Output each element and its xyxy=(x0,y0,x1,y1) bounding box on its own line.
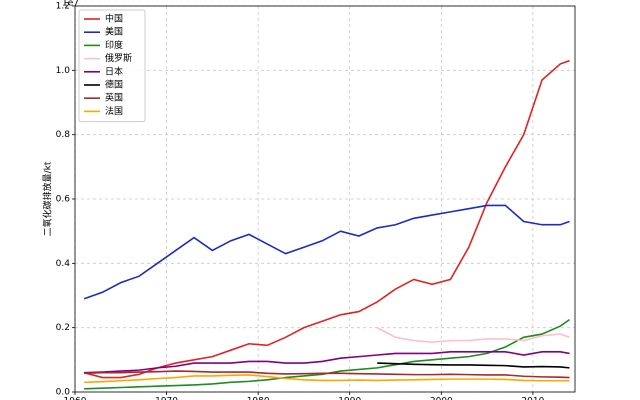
y-tick-label: 0.8 xyxy=(56,130,71,140)
series-line xyxy=(84,374,570,384)
legend-label: 英国 xyxy=(105,92,123,104)
legend-label: 法国 xyxy=(105,105,123,117)
series-line xyxy=(84,370,570,379)
y-tick-label: 0.2 xyxy=(56,323,70,333)
x-tick-label: 1990 xyxy=(338,397,361,400)
x-tick-label: 2000 xyxy=(430,397,453,400)
x-tick-label: 2010 xyxy=(521,397,544,400)
series-line xyxy=(83,204,570,300)
series-line xyxy=(83,59,570,379)
y-tick-label: 0.4 xyxy=(56,259,71,269)
x-tick-label: 1980 xyxy=(247,397,270,400)
y-tick-label: 1.2 xyxy=(56,2,70,12)
legend-label: 日本 xyxy=(105,65,123,77)
x-tick-label: 1970 xyxy=(155,397,178,400)
y-axis-label: 二氧化碳排放量/kt xyxy=(42,161,54,236)
y-tick-label: 1.0 xyxy=(56,66,71,76)
legend-label: 中国 xyxy=(105,13,123,25)
legend-label: 印度 xyxy=(105,39,123,51)
legend-box xyxy=(78,9,146,123)
legend-label: 德国 xyxy=(105,79,123,91)
series-line xyxy=(377,362,570,369)
y-tick-label: 0.0 xyxy=(56,388,71,398)
x-tick-label: 1960 xyxy=(64,397,87,400)
y-offset-text: 1e7 xyxy=(62,0,79,9)
legend-label: 俄罗斯 xyxy=(105,52,132,64)
plot-frame xyxy=(74,5,576,393)
legend-label: 美国 xyxy=(105,26,123,38)
series-line xyxy=(84,350,570,374)
y-tick-label: 0.6 xyxy=(56,195,71,205)
series-line xyxy=(376,326,570,343)
